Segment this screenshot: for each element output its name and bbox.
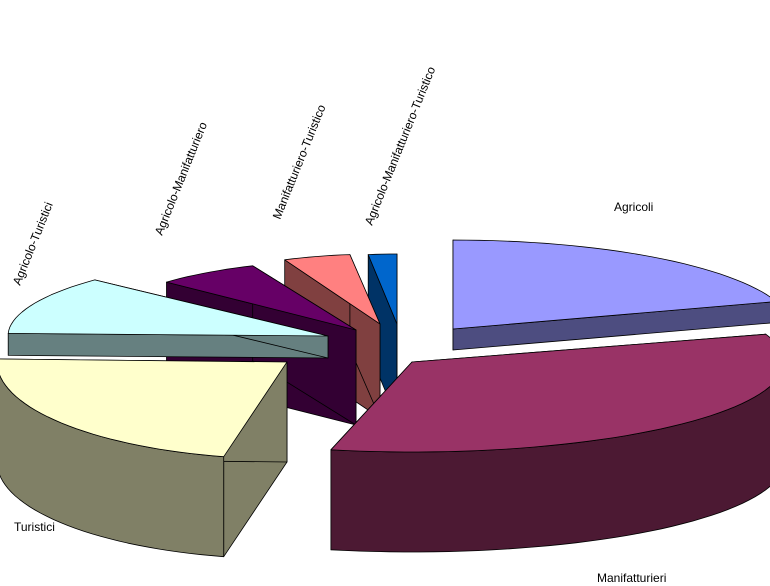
slice-top bbox=[330, 333, 770, 453]
slice-label-manifatturiero-turistico: Manifatturiero-Turistico bbox=[270, 102, 329, 221]
slice-label-manifatturieri: Manifatturieri bbox=[597, 571, 666, 585]
pie-slice-turistici bbox=[0, 358, 288, 558]
pie-slice-agricoli bbox=[452, 239, 770, 351]
pie-slice-agricolo-manifatturiero-turistico bbox=[367, 253, 398, 420]
pie-slice-agricolo-turistici bbox=[7, 279, 329, 359]
slice-label-agricoli: Agricoli bbox=[614, 200, 653, 214]
slice-top bbox=[284, 254, 381, 325]
slice-top bbox=[166, 265, 357, 331]
slice-top bbox=[452, 239, 770, 330]
slice-top bbox=[0, 358, 288, 458]
slice-label-agricolo-turistici: Agricolo-Turistici bbox=[10, 200, 56, 287]
pie-slices bbox=[0, 239, 770, 558]
pie-slice-manifatturieri bbox=[330, 333, 770, 553]
slice-label-turistici: Turistici bbox=[14, 520, 55, 534]
slice-top bbox=[367, 253, 398, 325]
slice-top bbox=[7, 279, 329, 337]
slice-label-agricolo-manifatturiero: Agricolo-Manifatturiero bbox=[152, 120, 210, 237]
slice-label-agricolo-manifatturiero-turistico: Agricolo-Manifatturiero-Turistico bbox=[362, 64, 439, 227]
